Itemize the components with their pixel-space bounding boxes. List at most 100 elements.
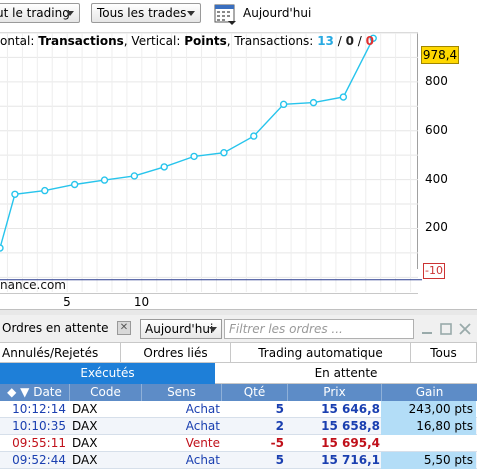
calendar-icon[interactable] xyxy=(214,2,238,26)
transactions-prefix: , Transactions: xyxy=(226,34,314,48)
equity-chart-plot xyxy=(0,32,422,292)
close-icon[interactable]: ✕ xyxy=(117,321,131,335)
transactions-total: 13 xyxy=(317,34,334,48)
close-icon[interactable] xyxy=(458,322,472,336)
last-value-badge: 978,4 xyxy=(421,46,459,64)
vertical-value: Points xyxy=(184,34,227,48)
maximize-icon[interactable] xyxy=(439,322,453,336)
data-point xyxy=(250,132,258,140)
orders-panel-header: Ordres en attente ✕ Aujourd'hui Filtrer … xyxy=(0,315,477,343)
data-point xyxy=(190,152,198,161)
tab-automatic-trading[interactable]: Trading automatique xyxy=(231,343,411,363)
cell-gain: 5,50 pts xyxy=(381,452,476,469)
orders-panel-title: Ordres en attente xyxy=(2,321,109,335)
minimize-icon[interactable] xyxy=(420,322,434,336)
data-point xyxy=(369,34,377,42)
data-point xyxy=(100,176,109,184)
cell-sens: Achat xyxy=(185,402,220,416)
cell-price: 15 695,4 xyxy=(321,436,380,450)
y-tick-label: 200 xyxy=(425,220,448,235)
data-point xyxy=(220,149,228,157)
cell-code: DAX xyxy=(72,402,98,416)
sort-arrow-icon: ◆ ▼ xyxy=(7,385,30,399)
cell-qty: 5 xyxy=(275,402,284,416)
data-point xyxy=(160,163,168,171)
tab-all[interactable]: Tous xyxy=(411,343,477,363)
tab-linked-orders[interactable]: Ordres liés xyxy=(121,343,231,363)
column-header-date[interactable]: ◆ ▼ Date xyxy=(0,384,70,401)
data-point xyxy=(279,100,288,109)
table-row[interactable]: 10:12:14 DAX Achat 5 15 646,8 243,00 pts xyxy=(0,401,477,418)
period-dropdown[interactable]: Aujourd'hui xyxy=(140,319,222,339)
tab-pending[interactable]: En attente xyxy=(215,363,477,384)
cell-sens: Vente xyxy=(185,436,220,450)
cell-price: 15 716,1 xyxy=(321,453,380,467)
column-header-sens[interactable]: Sens xyxy=(142,384,222,401)
order-filter-input[interactable]: Filtrer les ordres ... xyxy=(224,319,414,339)
order-status-tabs: Exécutés En attente xyxy=(0,363,477,384)
vertical-prefix: , Vertical: xyxy=(123,34,181,48)
tab-cancelled-rejected[interactable]: Annulés/Rejetés xyxy=(0,343,121,363)
column-header-code[interactable]: Code xyxy=(70,384,142,401)
baseline-value-badge: -10 xyxy=(423,263,445,279)
cell-gain: 243,00 pts xyxy=(381,401,476,418)
column-date-label: Date xyxy=(33,385,62,399)
chevron-down-icon xyxy=(187,11,195,16)
data-point xyxy=(309,98,318,107)
chevron-down-icon xyxy=(66,11,74,16)
chevron-down-icon xyxy=(209,327,217,332)
data-point xyxy=(70,180,79,189)
cell-price: 15 646,8 xyxy=(321,402,380,416)
cell-date: 09:52:44 xyxy=(12,453,66,467)
cell-date: 10:12:14 xyxy=(12,402,66,416)
column-header-gain[interactable]: Gain xyxy=(415,385,444,399)
cell-code: DAX xyxy=(72,436,98,450)
cell-price: 15 658,8 xyxy=(321,419,380,433)
order-category-tabs: Annulés/Rejetés Ordres liés Trading auto… xyxy=(0,343,477,363)
data-point xyxy=(130,172,139,180)
x-tick-label: 10 xyxy=(133,295,150,309)
cell-qty: -5 xyxy=(270,436,284,450)
data-point xyxy=(41,186,49,195)
data-point xyxy=(0,244,4,252)
cell-gain: 16,80 pts xyxy=(381,418,476,435)
horizontal-prefix: ontal: xyxy=(0,34,35,48)
cell-qty: 2 xyxy=(275,419,284,433)
y-tick-label: 800 xyxy=(425,73,448,88)
trades-filter-label: Tous les trades xyxy=(97,6,187,20)
cell-sens: Achat xyxy=(185,419,220,433)
top-toolbar: ut le trading Tous les trades Aujourd'hu… xyxy=(0,0,477,30)
separator-1: / xyxy=(333,34,346,48)
watermark-text: nance.com xyxy=(0,278,66,292)
y-tick-label: 600 xyxy=(425,122,448,137)
trading-filter-label: ut le trading xyxy=(0,6,70,20)
panel-splitter[interactable] xyxy=(0,309,477,315)
tab-executed[interactable]: Exécutés xyxy=(0,363,215,384)
horizontal-value: Transactions xyxy=(38,34,124,48)
trades-filter-dropdown[interactable]: Tous les trades xyxy=(91,3,201,23)
cell-date: 10:10:35 xyxy=(12,419,66,433)
table-row[interactable]: 10:10:35 DAX Achat 2 15 658,8 16,80 pts xyxy=(0,418,477,435)
cell-gain xyxy=(381,435,476,452)
period-label: Aujourd'hui xyxy=(145,322,214,336)
x-axis xyxy=(0,293,418,311)
orders-grid-header: ◆ ▼ Date Code Sens Qté Prix Gain xyxy=(0,384,477,401)
x-tick-label: 5 xyxy=(63,295,71,309)
transactions-neg: 0 xyxy=(365,34,374,48)
transactions-mid: 0 xyxy=(345,34,354,48)
cell-code: DAX xyxy=(72,419,98,433)
y-tick-label: 400 xyxy=(425,171,448,186)
cell-sens: Achat xyxy=(185,453,220,467)
cell-date: 09:55:11 xyxy=(12,436,66,450)
table-row[interactable]: 09:52:44 DAX Achat 5 15 716,1 5,50 pts xyxy=(0,452,477,469)
cell-code: DAX xyxy=(72,453,98,467)
column-header-qty[interactable]: Qté xyxy=(222,384,288,401)
separator-2: / xyxy=(353,34,366,48)
trading-filter-dropdown[interactable]: ut le trading xyxy=(0,3,80,23)
table-row[interactable]: 09:55:11 DAX Vente -5 15 695,4 xyxy=(0,435,477,452)
data-point xyxy=(339,93,348,101)
column-header-price[interactable]: Prix xyxy=(288,384,382,401)
today-label[interactable]: Aujourd'hui xyxy=(243,6,312,20)
chart-info-line: ontal: Transactions, Vertical: Points, T… xyxy=(0,34,374,48)
